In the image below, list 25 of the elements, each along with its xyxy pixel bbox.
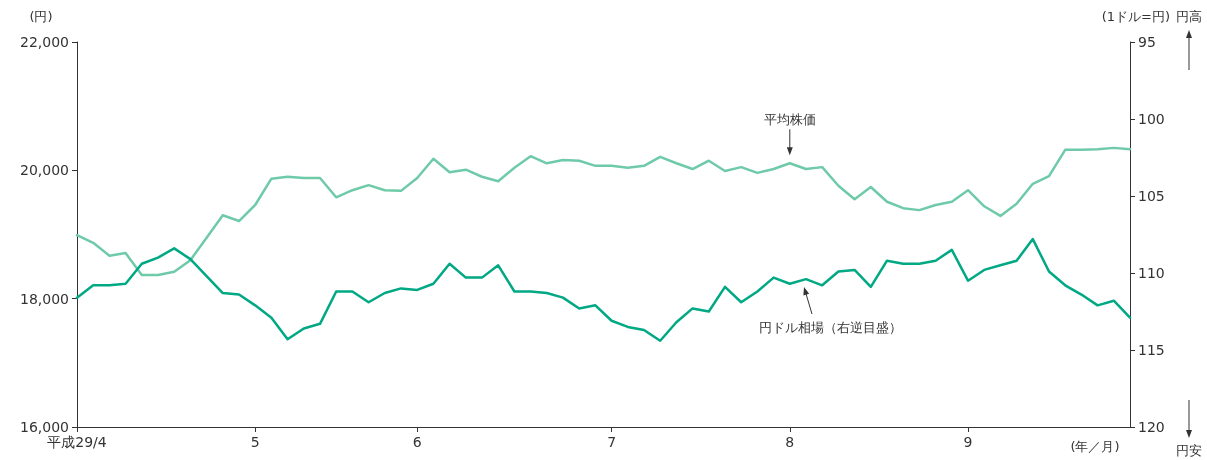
text: 円安 — [1176, 442, 1202, 458]
x-tick-label: 6 — [412, 434, 422, 450]
line-series — [75, 146, 1132, 277]
x-tick-label: 9 — [963, 434, 973, 450]
text: 円高 — [1176, 8, 1202, 24]
line-series — [75, 237, 1132, 343]
x-axis-title: (年／月) — [1070, 438, 1120, 454]
annotation: 平均株価 — [763, 111, 816, 127]
y2-tick-label: 105 — [1138, 188, 1165, 204]
y2-tick-label: 95 — [1138, 34, 1156, 50]
y2-tick-label: 110 — [1138, 265, 1165, 281]
x-tick-label: 7 — [607, 434, 617, 450]
y-axis-title: (円) — [29, 8, 53, 24]
y-tick-label: 22,000 — [20, 34, 69, 50]
y2-axis-title: (1ドル=円) — [1101, 8, 1170, 24]
x-tick-label: 5 — [250, 434, 260, 450]
y2-tick-label: 115 — [1138, 342, 1165, 358]
y2-tick-label: 100 — [1138, 111, 1165, 127]
y-tick-label: 20,000 — [20, 162, 69, 179]
annotation: 円ドル相場（右逆目盛） — [758, 319, 902, 335]
y-tick-label: 18,000 — [20, 290, 69, 307]
x-tick-label: 平成29/4 — [47, 434, 107, 450]
x-tick-label: 8 — [785, 434, 795, 450]
y-tick-label: 16,000 — [20, 419, 69, 435]
y2-tick-label: 120 — [1138, 419, 1165, 435]
